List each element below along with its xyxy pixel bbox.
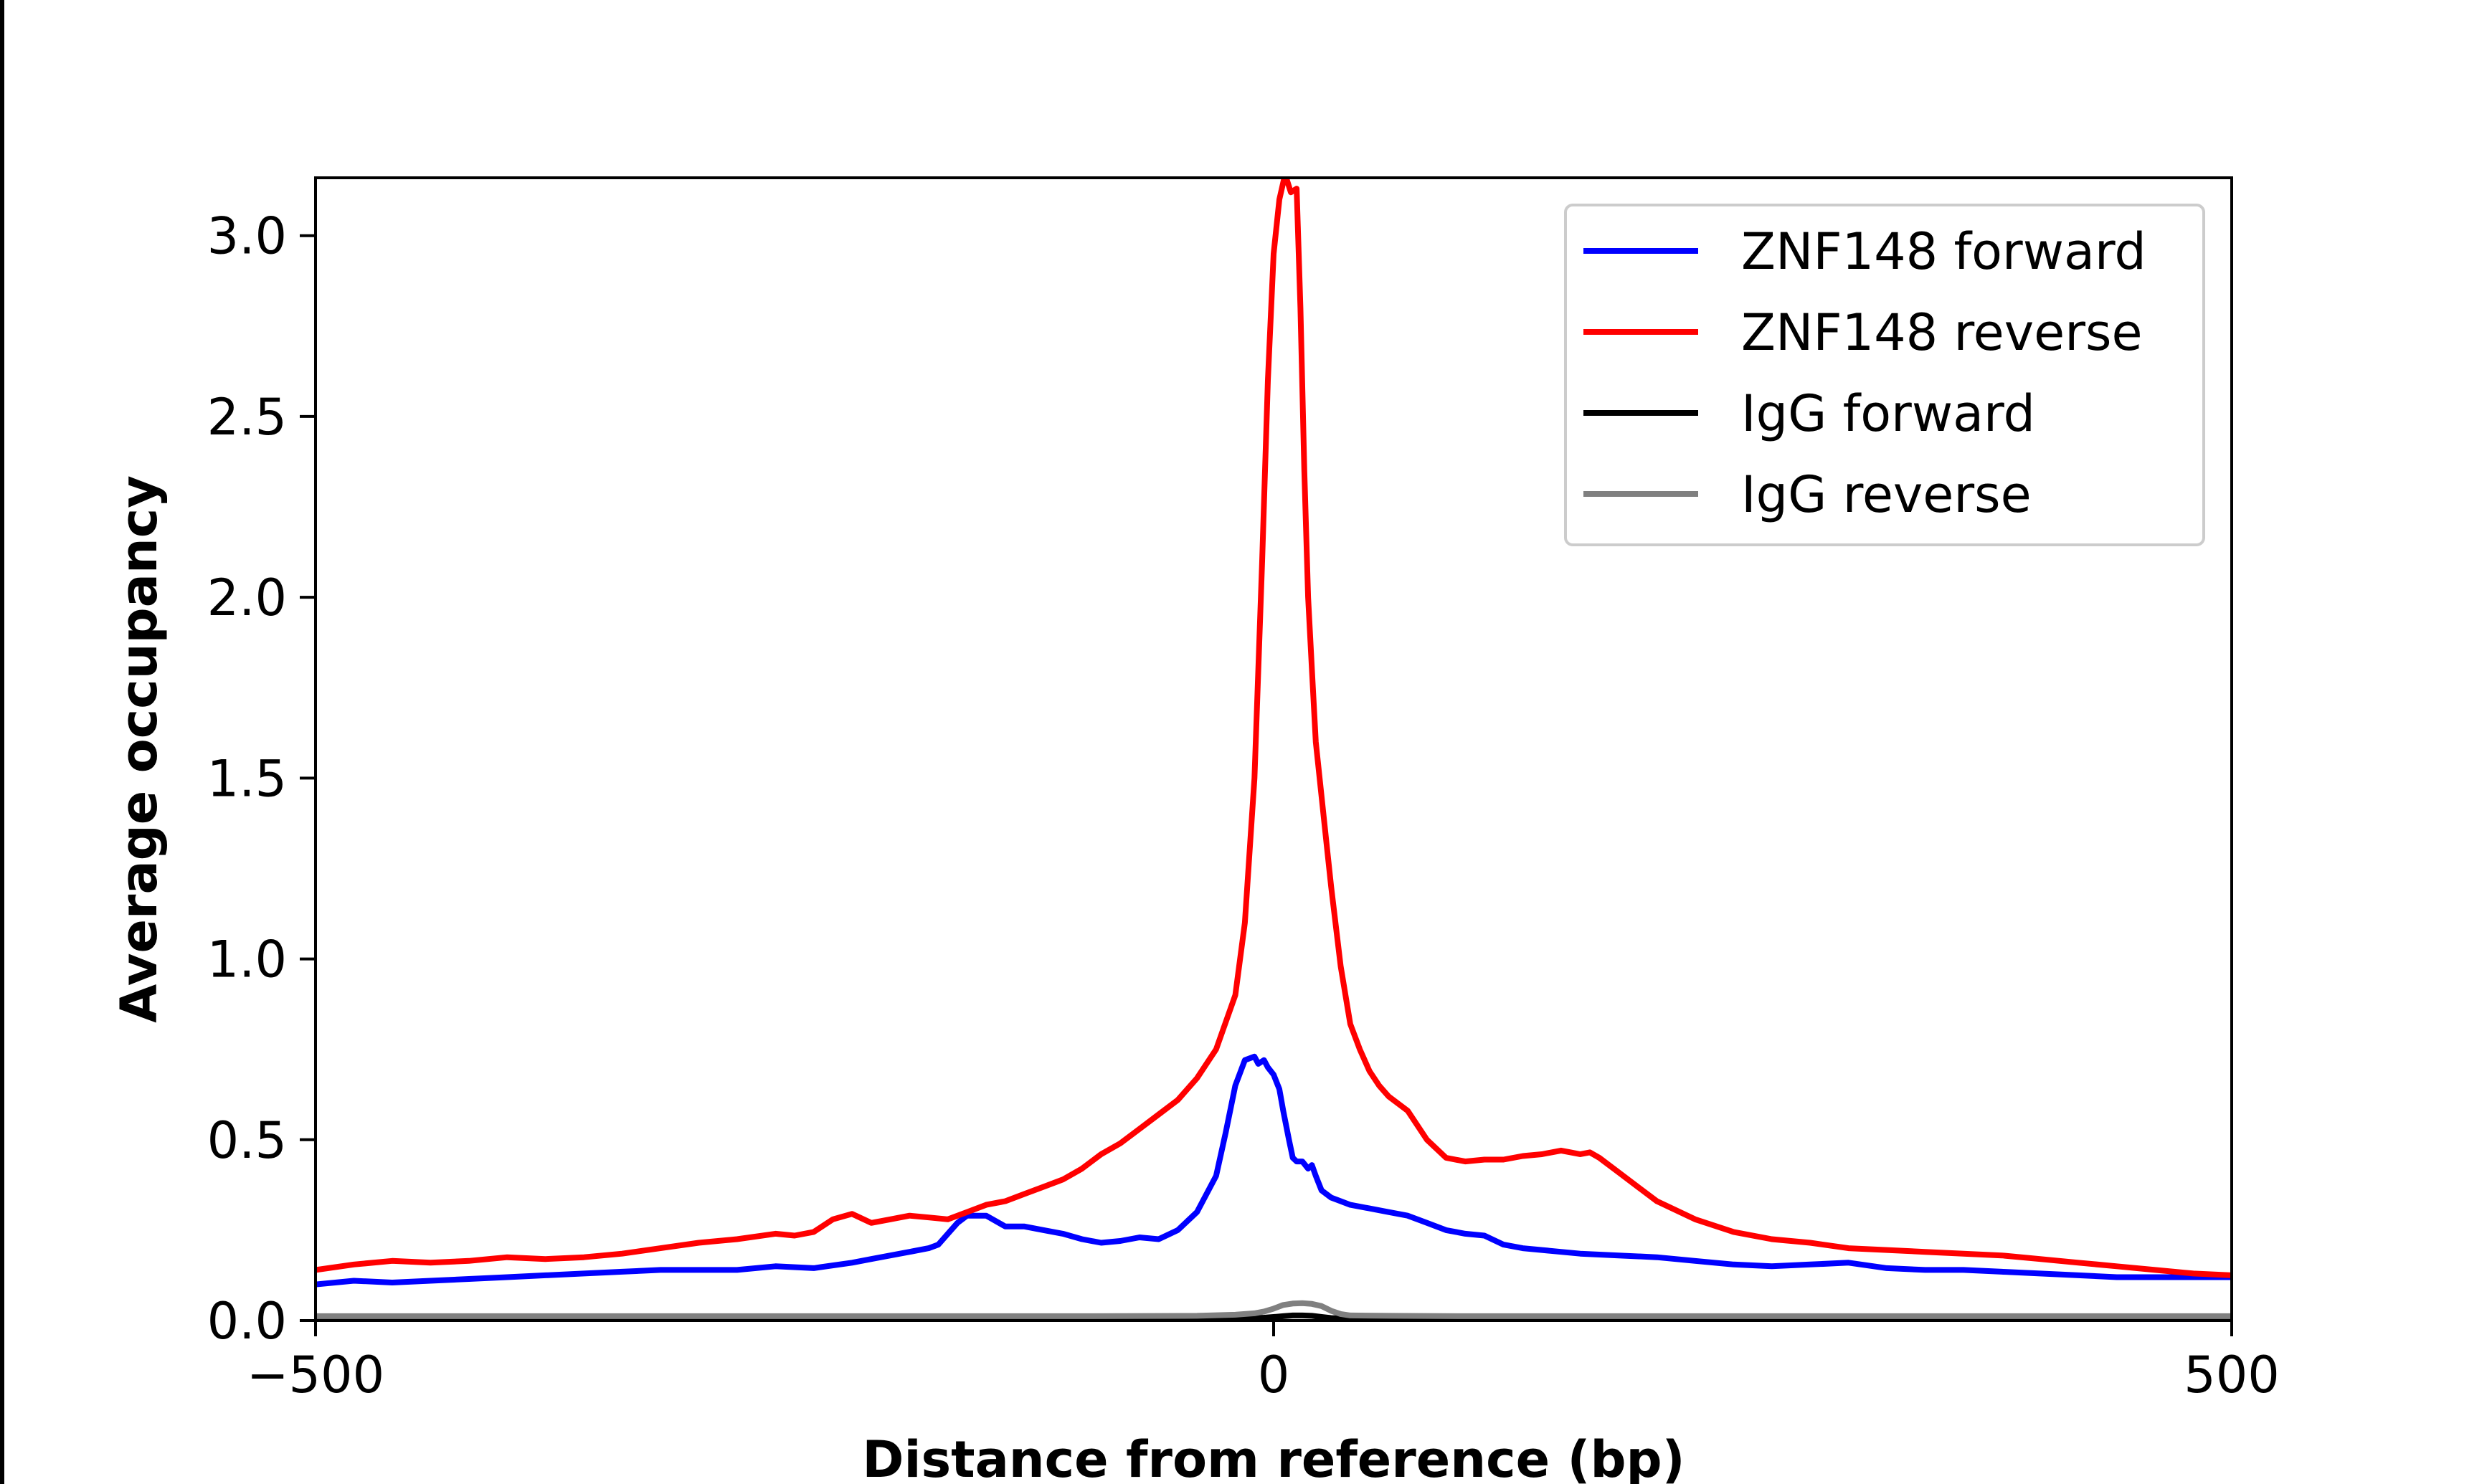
legend-label: IgG forward [1741,384,2035,443]
y-tick-label: 3.0 [207,207,287,266]
y-tick-label: 2.0 [207,569,287,627]
series-line-igg-reverse [316,1300,2232,1319]
left-edge-bar [0,0,4,1484]
legend-label: ZNF148 forward [1741,222,2146,281]
x-tick-label: 500 [2184,1346,2280,1404]
legend-label: IgG reverse [1741,465,2032,524]
legend: ZNF148 forward ZNF148 reverse IgG forward I… [1564,204,2205,546]
series-line-znf148-forward [316,1053,2232,1288]
legend-label: ZNF148 reverse [1741,303,2143,362]
y-tick-label: 0.5 [207,1111,287,1170]
x-tick-label: 0 [1258,1346,1290,1404]
y-tick-label: 2.5 [207,388,287,447]
legend-box [1564,204,2205,546]
series-layer [316,178,2232,1321]
x-tick-label: −500 [247,1346,384,1404]
x-axis-title: Distance from reference (bp) [862,1430,1685,1484]
y-tick-label: 1.5 [207,749,287,808]
y-tick-label: 0.0 [207,1292,287,1351]
y-tick-label: 1.0 [207,931,287,989]
y-axis: 0.0 0.5 1.0 1.5 2.0 2.5 3.0 [207,207,316,1351]
series-line-znf148-reverse [316,178,2232,1278]
series-line-igg-forward [316,1312,2232,1321]
x-axis: −500 0 500 [247,1321,2280,1404]
y-axis-title: Average occupancy [110,475,169,1023]
